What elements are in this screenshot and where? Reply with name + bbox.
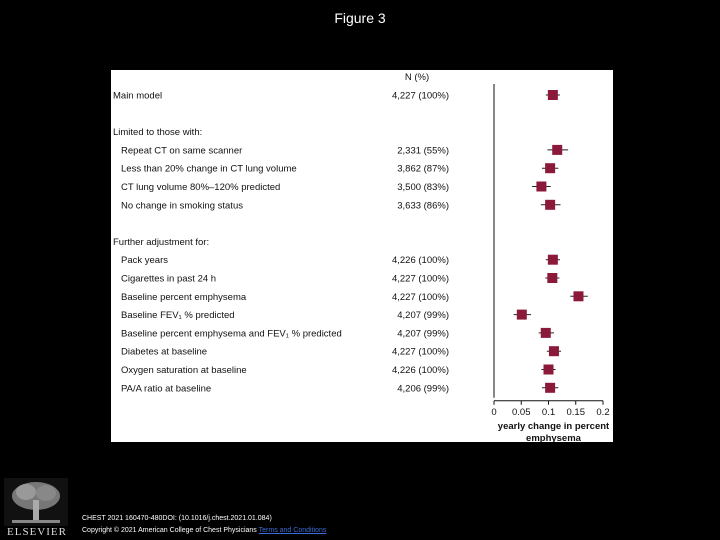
row-n-value: 3,633 (86%): [397, 200, 449, 211]
point-estimate-marker: [552, 144, 563, 155]
row-n-value: 4,227 (100%): [392, 292, 449, 303]
point-estimate-marker: [540, 327, 551, 338]
row-label: CT lung volume 80%–120% predicted: [121, 182, 280, 193]
x-tick-label: 0.05: [512, 407, 531, 418]
point-estimate-marker: [547, 90, 558, 100]
elsevier-tree-logo: [4, 478, 68, 538]
row-label: Cigarettes in past 24 h: [121, 274, 216, 285]
row-n-value: 4,207 (99%): [397, 328, 449, 339]
x-axis-label: yearly change in percent: [498, 421, 610, 432]
x-tick-label: 0.15: [567, 407, 586, 418]
row-label: Oxygen saturation at baseline: [121, 365, 247, 376]
row-label: Less than 20% change in CT lung volume: [121, 164, 297, 175]
group-header-label: Further adjustment for:: [113, 237, 209, 248]
citation-text: CHEST 2021 160470-480DOI: (10.1016/j.che…: [82, 515, 272, 522]
x-tick-label: 0: [491, 407, 496, 418]
point-estimate-marker: [516, 309, 527, 320]
row-n-value: 4,226 (100%): [392, 365, 449, 376]
row-label: No change in smoking status: [121, 200, 243, 211]
point-estimate-marker: [547, 273, 558, 283]
x-axis-label-line2: emphysema: [526, 433, 582, 442]
point-estimate-marker: [547, 254, 558, 265]
slide-title: Figure 3: [334, 10, 386, 26]
terms-and-conditions-link[interactable]: Terms and Conditions: [258, 527, 327, 534]
row-label: Repeat CT on same scanner: [121, 145, 242, 156]
group-header-label: Limited to those with:: [113, 127, 202, 138]
row-n-value: 3,862 (87%): [397, 164, 449, 175]
row-n-value: 4,227 (100%): [392, 347, 449, 358]
forest-plot-figure: N (%) Main model 4,227 (100%) Limited to th…: [111, 70, 613, 442]
row-n-value: 4,207 (99%): [397, 310, 449, 321]
row-label: Main model: [113, 91, 162, 102]
point-estimate-marker: [573, 291, 584, 302]
row-label: Diabetes at baseline: [121, 347, 207, 358]
row-n-value: 4,227 (100%): [392, 91, 449, 102]
row-label: PA/A ratio at baseline: [121, 383, 211, 394]
point-estimate-marker: [543, 364, 554, 375]
point-estimate-marker: [545, 382, 556, 393]
row-label: Baseline FEV₁ % predicted: [121, 310, 235, 321]
forest-plot-chart: N (%) Main model 4,227 (100%) Limited to th…: [113, 72, 610, 442]
copyright-line: Copyright © 2021 American College of Che…: [82, 527, 326, 534]
point-estimate-marker: [545, 163, 556, 174]
row-label: Pack years: [121, 255, 168, 266]
row-label: Baseline percent emphysema and FEV₁ % pr…: [121, 328, 342, 339]
point-estimate-marker: [545, 199, 556, 210]
row-n-value: 4,206 (99%): [397, 383, 449, 394]
row-n-value: 4,226 (100%): [392, 255, 449, 266]
x-tick-label: 0.1: [542, 407, 555, 418]
row-n-value: 3,500 (83%): [397, 182, 449, 193]
copyright-text: Copyright © 2021 American College of Che…: [82, 527, 257, 534]
row-label: Baseline percent emphysema: [121, 292, 247, 303]
row-n-value: 2,331 (55%): [397, 145, 449, 156]
point-estimate-marker: [536, 181, 547, 192]
elsevier-wordmark: ELSEVIER: [7, 526, 67, 538]
column-header-n: N (%): [405, 72, 429, 83]
x-tick-label: 0.2: [596, 407, 609, 418]
point-estimate-marker: [548, 346, 559, 357]
row-n-value: 4,227 (100%): [392, 274, 449, 285]
